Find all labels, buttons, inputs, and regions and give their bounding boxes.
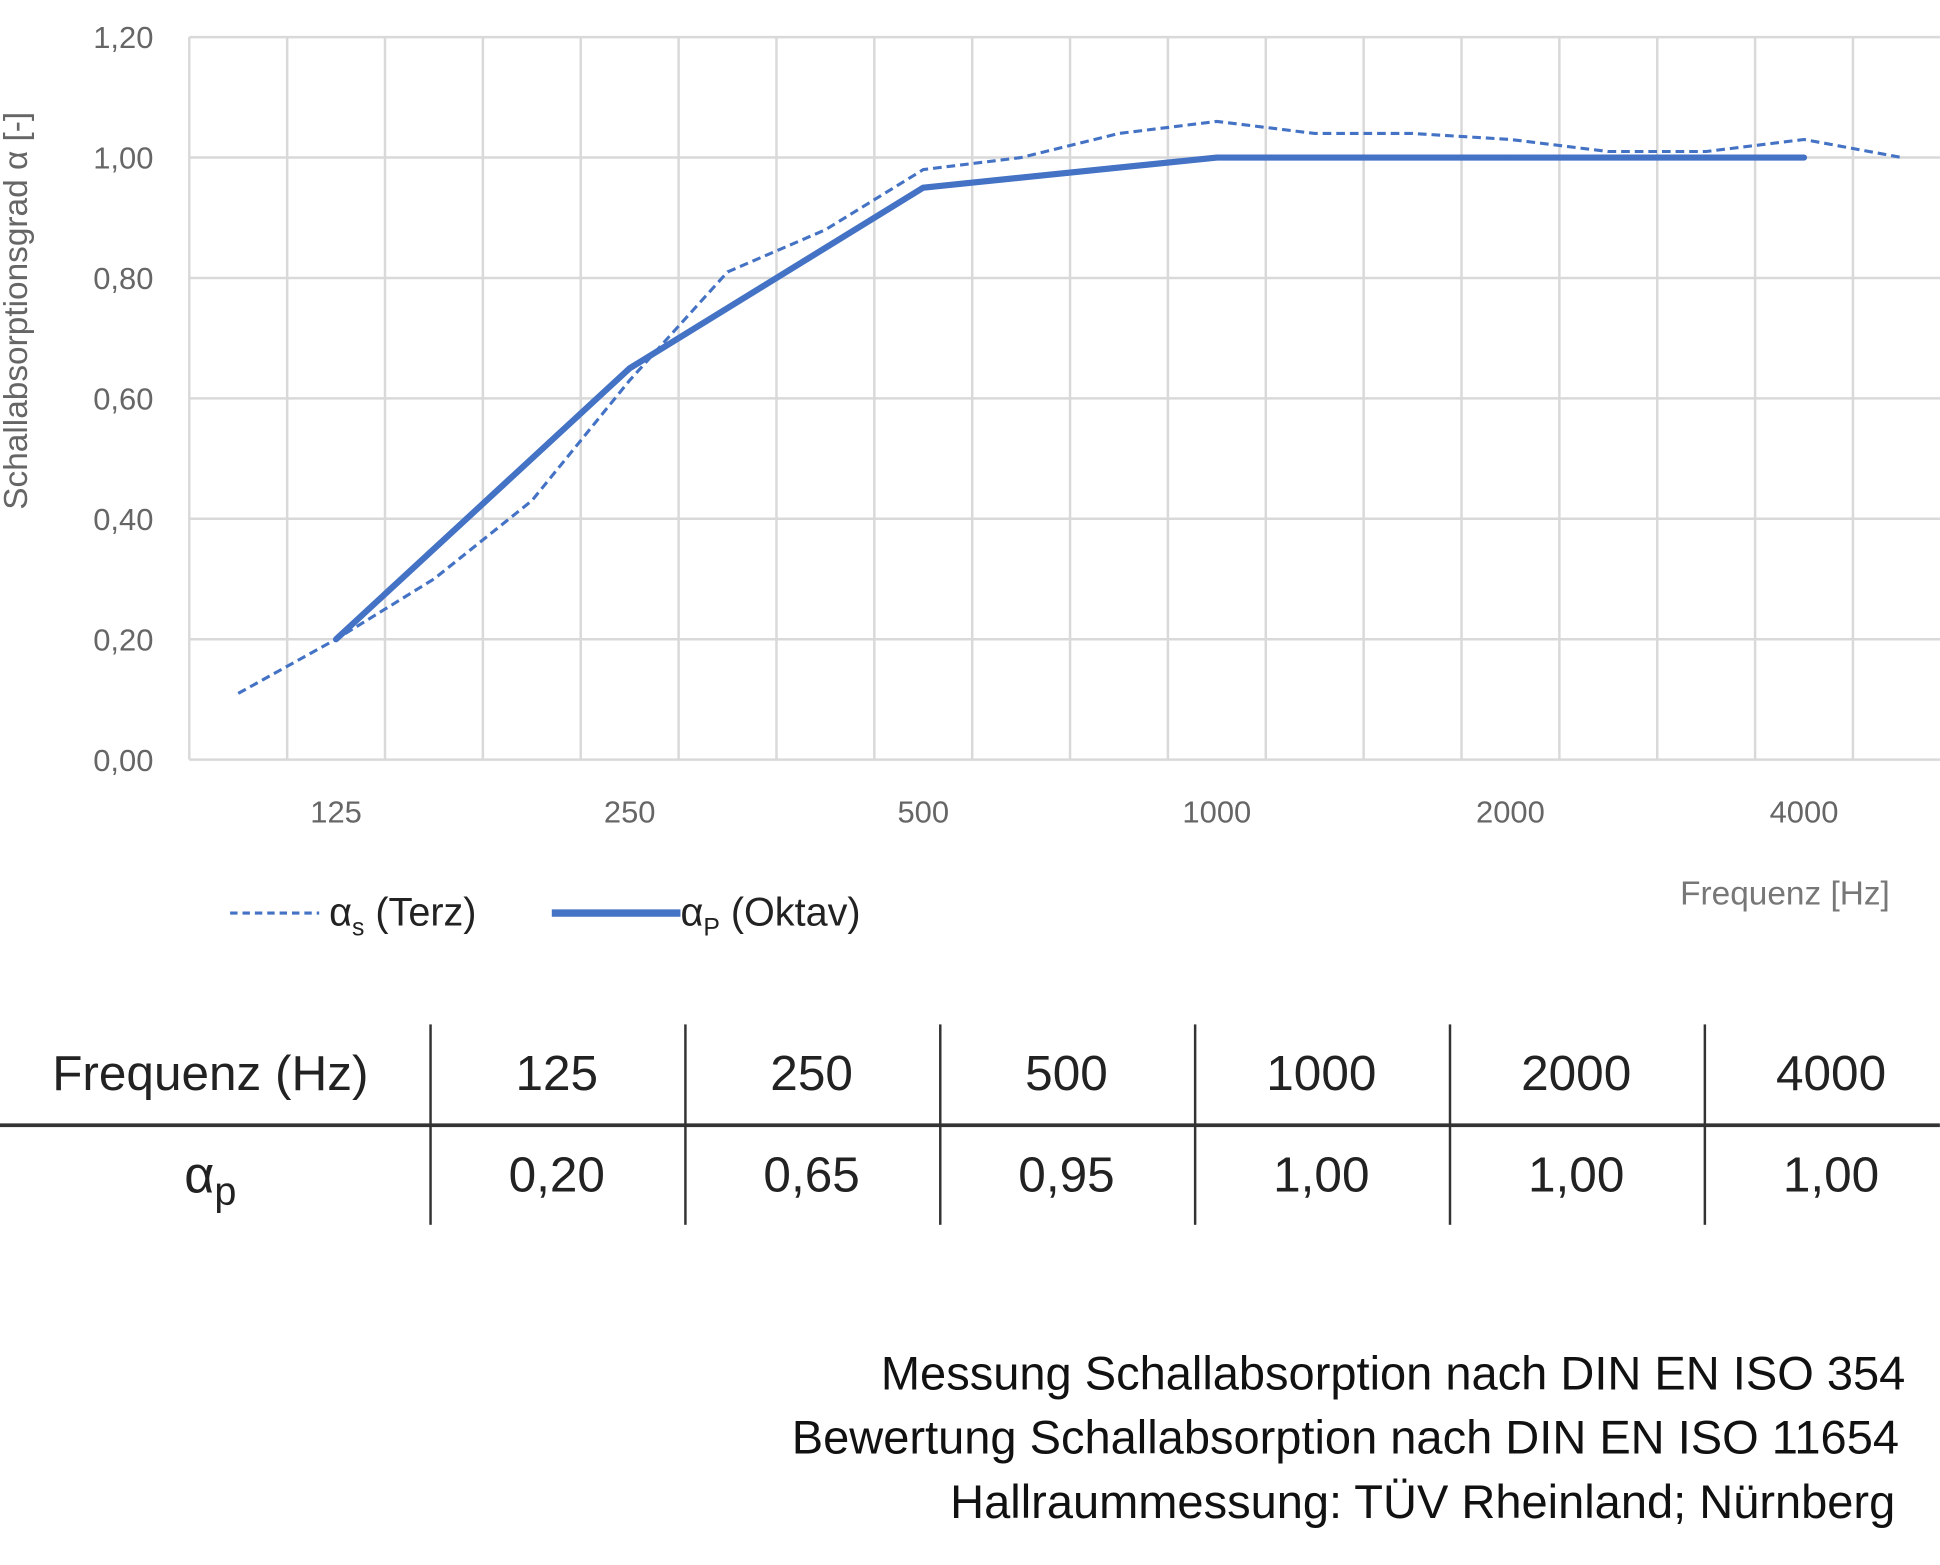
- x-tick-label: 500: [897, 795, 949, 830]
- table-row-label: αp: [0, 1146, 421, 1215]
- table-frequency-cell: 125: [515, 1046, 599, 1102]
- y-tick-label: 1,00: [93, 141, 153, 176]
- table-frequency-cell: 500: [1025, 1046, 1108, 1102]
- legend-label-terz: αs (Terz): [329, 890, 476, 941]
- table-value-cell: 0,95: [1018, 1148, 1115, 1203]
- x-tick-label: 125: [310, 795, 362, 830]
- y-tick-label: 0,20: [93, 622, 153, 657]
- series-line-oktav: [332, 154, 1808, 643]
- series-line-terz: [237, 119, 1903, 695]
- alpha-subscript: p: [214, 1168, 237, 1213]
- x-tick-label: 250: [604, 795, 656, 830]
- table-frequency-cell: 4000: [1776, 1046, 1887, 1102]
- table-frequency-cell: 250: [770, 1046, 853, 1102]
- legend: αs (Terz) αP (Oktav): [230, 890, 861, 941]
- x-axis-title: Frequenz [Hz]: [1680, 875, 1890, 912]
- table-value-cell: 0,65: [763, 1148, 860, 1203]
- y-tick-label: 0,40: [93, 502, 153, 537]
- series-lines: [237, 119, 1903, 695]
- y-tick-label: 1,20: [93, 20, 153, 55]
- table-value-cell: 1,00: [1528, 1148, 1625, 1203]
- table-value-cell: 0,20: [508, 1148, 605, 1203]
- footer-line-3: Hallraummessung: TÜV Rheinland; Nürnberg: [950, 1477, 1896, 1530]
- x-tick-label: 1000: [1182, 795, 1251, 830]
- x-tick-labels: 125 250 500 1000 2000 4000: [310, 795, 1838, 830]
- legend-label-oktav: αP (Oktav): [680, 890, 860, 941]
- y-tick-label: 0,60: [93, 382, 153, 417]
- x-tick-label: 2000: [1476, 795, 1545, 830]
- grid: [188, 35, 1940, 761]
- table-value-cell: 1,00: [1782, 1148, 1880, 1203]
- table-frequency-cell: 2000: [1521, 1046, 1632, 1102]
- footer-line-1: Messung Schallabsorption nach DIN EN ISO…: [880, 1348, 1906, 1401]
- table-frequency-cell: 1000: [1266, 1046, 1377, 1102]
- y-axis-title: Schallabsorptionsgrad α [-]: [0, 112, 35, 510]
- alpha-symbol: α: [184, 1145, 215, 1204]
- table-value-cell: 1,00: [1273, 1148, 1370, 1203]
- table-divider: [0, 1123, 1940, 1128]
- y-tick-labels: 0,00 0,20 0,40 0,60 0,80 1,00 1,20: [93, 20, 153, 778]
- x-tick-label: 4000: [1770, 795, 1839, 830]
- absorption-chart: 0,00 0,20 0,40 0,60 0,80 1,00 1,20 125 250 500 10…: [0, 20, 1940, 941]
- y-tick-label: 0,00: [93, 743, 153, 778]
- table-header-label: Frequenz (Hz): [52, 1046, 369, 1102]
- footer-line-2: Bewertung Schallabsorption nach DIN EN I…: [791, 1412, 1900, 1465]
- y-tick-label: 0,80: [93, 261, 153, 296]
